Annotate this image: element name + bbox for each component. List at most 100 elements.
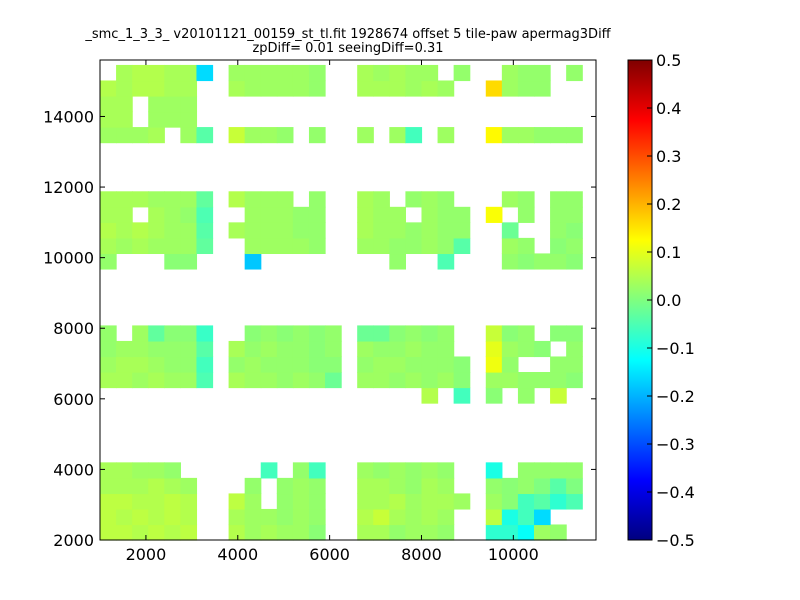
heatmap-cell xyxy=(357,64,374,82)
y-tick-label: 14000 xyxy=(43,107,94,126)
heatmap-cell xyxy=(501,524,519,541)
heatmap-cell xyxy=(196,325,214,342)
heatmap-cell xyxy=(260,127,278,144)
heatmap-cell xyxy=(357,356,374,373)
heatmap-cell xyxy=(437,253,455,270)
x-tick-label: 4000 xyxy=(217,545,258,564)
heatmap-cell xyxy=(357,325,374,342)
heatmap-cell xyxy=(260,206,278,223)
heatmap-cell xyxy=(373,64,390,82)
heatmap-cell xyxy=(308,80,326,97)
heatmap-cell xyxy=(501,340,519,358)
x-tick-label: 10000 xyxy=(488,545,539,564)
heatmap-cell xyxy=(100,111,117,128)
heatmap-cell xyxy=(292,340,310,358)
y-axis: 2000 4000 6000 8000 10000 12000 14000 xyxy=(43,107,596,550)
colorbar-tick-label: −0.4 xyxy=(656,483,695,502)
heatmap-cell xyxy=(437,356,455,373)
heatmap-cell xyxy=(453,372,471,389)
heatmap-cell xyxy=(180,340,198,358)
heatmap-cell xyxy=(405,508,423,526)
heatmap-cell xyxy=(164,111,181,128)
heatmap-cell xyxy=(373,340,390,358)
heatmap-cell xyxy=(260,64,278,82)
heatmap-cell xyxy=(164,80,181,97)
y-tick-label: 8000 xyxy=(53,319,94,338)
heatmap-cell xyxy=(180,237,198,255)
heatmap-cell xyxy=(501,222,519,239)
heatmap-cell xyxy=(244,340,262,358)
heatmap-cell xyxy=(389,127,406,144)
heatmap-cell xyxy=(132,356,149,373)
heatmap-cell xyxy=(132,462,149,479)
heatmap-cell xyxy=(485,387,503,404)
heatmap-cell xyxy=(485,477,503,495)
heatmap-cell xyxy=(517,253,535,270)
heatmap-cell xyxy=(228,356,246,373)
heatmap-cell xyxy=(132,237,149,255)
x-tick-label: 2000 xyxy=(126,545,167,564)
y-tick-label: 12000 xyxy=(43,178,94,197)
heatmap-cell xyxy=(325,356,342,373)
heatmap-cell xyxy=(437,493,455,510)
heatmap-cell xyxy=(437,237,455,255)
heatmap-cell xyxy=(501,80,519,97)
heatmap-cell xyxy=(116,237,133,255)
heatmap-cell xyxy=(501,372,519,389)
heatmap-cell xyxy=(534,64,551,82)
heatmap-cell xyxy=(308,493,326,510)
heatmap-cell xyxy=(180,64,198,82)
colorbar-tick-label: 0.3 xyxy=(656,147,681,166)
heatmap-cell xyxy=(116,508,133,526)
heatmap-cell xyxy=(485,524,503,541)
heatmap-cell xyxy=(421,237,439,255)
heatmap-cell xyxy=(308,372,326,389)
heatmap-cell xyxy=(534,462,551,479)
heatmap-cell xyxy=(389,206,406,223)
heatmap-cell xyxy=(453,64,471,82)
heatmap-cell xyxy=(566,477,583,495)
heatmap-cell xyxy=(100,372,117,389)
heatmap-cell xyxy=(132,508,149,526)
heatmap-cell xyxy=(148,191,165,208)
heatmap-cell xyxy=(180,222,198,239)
heatmap-cell xyxy=(132,477,149,495)
heatmap-cell xyxy=(164,340,181,358)
heatmap-cell xyxy=(501,325,519,342)
heatmap-cell xyxy=(196,127,214,144)
heatmap-cell xyxy=(148,96,165,113)
heatmap-cell xyxy=(260,462,278,479)
heatmap-cell xyxy=(100,524,117,541)
heatmap-cell xyxy=(357,237,374,255)
heatmap-cell xyxy=(244,253,262,270)
heatmap-cell xyxy=(453,222,471,239)
heatmap-cell xyxy=(116,206,133,223)
heatmap-cell xyxy=(116,372,133,389)
heatmap-cell xyxy=(308,325,326,342)
heatmap-cell xyxy=(373,325,390,342)
heatmap-cell xyxy=(100,206,117,223)
heatmap-cell xyxy=(357,127,374,144)
heatmap-cell xyxy=(292,493,310,510)
heatmap-cell xyxy=(244,493,262,510)
heatmap-cell xyxy=(373,493,390,510)
heatmap-cell xyxy=(437,206,455,223)
heatmap-cell xyxy=(421,222,439,239)
heatmap-cell xyxy=(244,64,262,82)
heatmap-cell xyxy=(308,340,326,358)
heatmap-cell xyxy=(405,372,423,389)
heatmap-cell xyxy=(260,237,278,255)
heatmap-cell xyxy=(196,340,214,358)
heatmap-cell xyxy=(357,462,374,479)
heatmap-cell xyxy=(453,387,471,404)
y-tick-label: 6000 xyxy=(53,390,94,409)
heatmap-cell xyxy=(437,325,455,342)
heatmap-cell xyxy=(405,477,423,495)
heatmap-cell xyxy=(566,64,583,82)
heatmap-cell xyxy=(100,191,117,208)
heatmap-cell xyxy=(260,222,278,239)
heatmap-cell xyxy=(100,237,117,255)
heatmap-cell xyxy=(550,477,567,495)
heatmap-cell xyxy=(389,340,406,358)
heatmap-cell xyxy=(550,237,567,255)
